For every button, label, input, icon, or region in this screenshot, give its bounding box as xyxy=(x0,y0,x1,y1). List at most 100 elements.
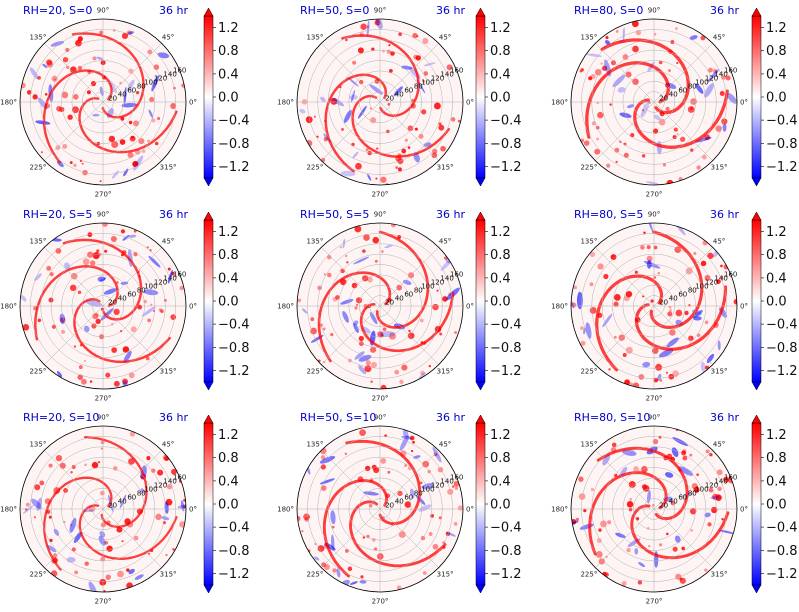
radius-tick-label: 60 xyxy=(678,87,687,95)
radius-tick-label: 100 xyxy=(421,283,434,291)
angle-tick-label: 315° xyxy=(711,571,728,579)
radius-tick-label: 160 xyxy=(450,67,463,75)
colorbar-tick-label: 1.2 xyxy=(766,428,787,443)
angular-gridline xyxy=(379,450,439,510)
radius-tick-label: 160 xyxy=(450,271,463,279)
panel-time-label: 36 hr xyxy=(159,4,188,17)
colorbar-extend-bottom xyxy=(203,381,214,391)
radius-tick-label: 100 xyxy=(144,283,157,291)
angular-gridline xyxy=(379,247,439,307)
angle-tick-label: 0° xyxy=(740,506,748,514)
angular-gridline xyxy=(595,247,655,307)
angular-gridline xyxy=(653,450,713,510)
colorbar-tick-label: 0.4 xyxy=(218,271,239,286)
angular-gridline xyxy=(321,508,381,568)
angle-tick-label: 270° xyxy=(372,395,389,403)
colorbar-tick-label: 1.2 xyxy=(218,225,239,240)
angle-tick-label: 225° xyxy=(306,164,323,172)
radius-tick-label: 20 xyxy=(659,299,668,307)
colorbar-tick-label: −0.8 xyxy=(766,341,798,356)
angle-tick-label: 225° xyxy=(29,164,46,172)
colorbar-tick-label: −0.8 xyxy=(766,544,798,559)
angle-tick-label: 90° xyxy=(97,414,109,422)
angle-tick-label: 315° xyxy=(160,571,177,579)
colorbar-extend-top xyxy=(475,7,486,17)
colorbar-tick-label: −1.2 xyxy=(218,567,250,582)
panel-1: 0°45°90°135°180°225°270°315°20 40 60 801001… xyxy=(0,4,197,199)
colorbar-tick-label: −0.4 xyxy=(490,318,522,333)
radius-tick-label: 120 xyxy=(431,482,444,490)
angle-tick-label: 90° xyxy=(97,211,109,219)
panel-7: 0°45°90°135°180°225°270°315°20 40 60 801001… xyxy=(0,411,197,606)
colorbar-tick-label: 0.8 xyxy=(218,451,239,466)
colorbar-tick-label: −0.8 xyxy=(490,341,522,356)
colorbar-extend-bottom xyxy=(751,177,762,187)
angle-tick-label: 0° xyxy=(189,303,197,311)
angle-tick-label: 270° xyxy=(646,395,663,403)
radius-tick-label: 60 xyxy=(404,494,413,502)
colorbar: 1.2 0.8 0.4 0.0 −0.4 −0.8 −1.2 xyxy=(475,414,522,594)
radius-tick-label: 60 xyxy=(678,494,687,502)
polar-border xyxy=(570,222,738,390)
radius-tick-label: 80 xyxy=(688,490,697,498)
radius-tick-label: 120 xyxy=(705,279,718,287)
colorbar-tick-label: 0.0 xyxy=(766,498,787,513)
colorbar-tick-label: 0.8 xyxy=(490,451,511,466)
panel-time-label: 36 hr xyxy=(436,411,465,424)
radius-tick-label: 80 xyxy=(688,83,697,91)
panel-title: RH=20, S=0 xyxy=(23,4,92,17)
angle-tick-label: 135° xyxy=(306,237,323,245)
angular-gridline xyxy=(595,101,655,161)
colorbar-tick-label: −0.4 xyxy=(218,521,250,536)
angle-tick-label: 0° xyxy=(740,303,748,311)
radius-tick-label: 80 xyxy=(414,490,423,498)
panel-3: 0°45°90°135°180°225°270°315°20 40 60 801001… xyxy=(551,4,748,199)
radius-tick-label: 140 xyxy=(163,478,176,486)
angle-tick-label: 315° xyxy=(711,164,728,172)
angle-tick-label: 225° xyxy=(580,368,597,376)
angular-gridline xyxy=(44,305,104,365)
angular-gridline xyxy=(653,305,713,365)
angle-tick-label: 90° xyxy=(648,211,660,219)
angular-gridline xyxy=(102,450,162,510)
colorbar-tick-label: 0.0 xyxy=(490,91,511,106)
field-features xyxy=(297,223,460,389)
angular-gridline xyxy=(102,101,162,161)
radius-tick-label: 140 xyxy=(714,71,727,79)
radius-tick-label: 20 xyxy=(108,95,117,103)
radius-tick-label: 120 xyxy=(431,75,444,83)
radius-tick-label: 100 xyxy=(695,283,708,291)
angle-tick-label: 315° xyxy=(711,368,728,376)
angle-tick-label: 180° xyxy=(551,303,568,311)
field-features xyxy=(579,20,737,185)
panel-title: RH=50, S=5 xyxy=(300,208,369,221)
angle-tick-label: 315° xyxy=(437,368,454,376)
colorbar-extend-bottom xyxy=(751,381,762,391)
colorbar-tick-label: −0.4 xyxy=(490,114,522,129)
radius-tick-label: 120 xyxy=(705,75,718,83)
angle-tick-label: 135° xyxy=(29,33,46,41)
radius-tick-label: 60 xyxy=(127,87,136,95)
angle-tick-label: 135° xyxy=(306,440,323,448)
angle-tick-label: 90° xyxy=(374,7,386,15)
colorbar-tick-label: 0.8 xyxy=(490,248,511,263)
angle-tick-label: 0° xyxy=(466,506,474,514)
angle-tick-label: 180° xyxy=(551,99,568,107)
field-features xyxy=(20,223,184,389)
colorbar-tick-label: −0.4 xyxy=(490,521,522,536)
colorbar: 1.2 0.8 0.4 0.0 −0.4 −0.8 −1.2 xyxy=(203,7,250,187)
angular-gridline xyxy=(321,305,381,365)
angular-gridline xyxy=(102,43,162,103)
angle-tick-label: 270° xyxy=(95,395,112,403)
radius-tick-label: 80 xyxy=(414,287,423,295)
colorbar-tick-label: 1.2 xyxy=(218,21,239,36)
colorbar-tick-label: 0.8 xyxy=(218,248,239,263)
colorbar-tick-label: 0.0 xyxy=(490,295,511,310)
colorbar-tick-label: −0.4 xyxy=(766,521,798,536)
radius-tick-label: 20 xyxy=(659,95,668,103)
radius-tick-label: 160 xyxy=(173,67,186,75)
angle-tick-label: 135° xyxy=(580,237,597,245)
radius-tick-label: 100 xyxy=(695,486,708,494)
radius-tick-label: 40 xyxy=(395,295,404,303)
